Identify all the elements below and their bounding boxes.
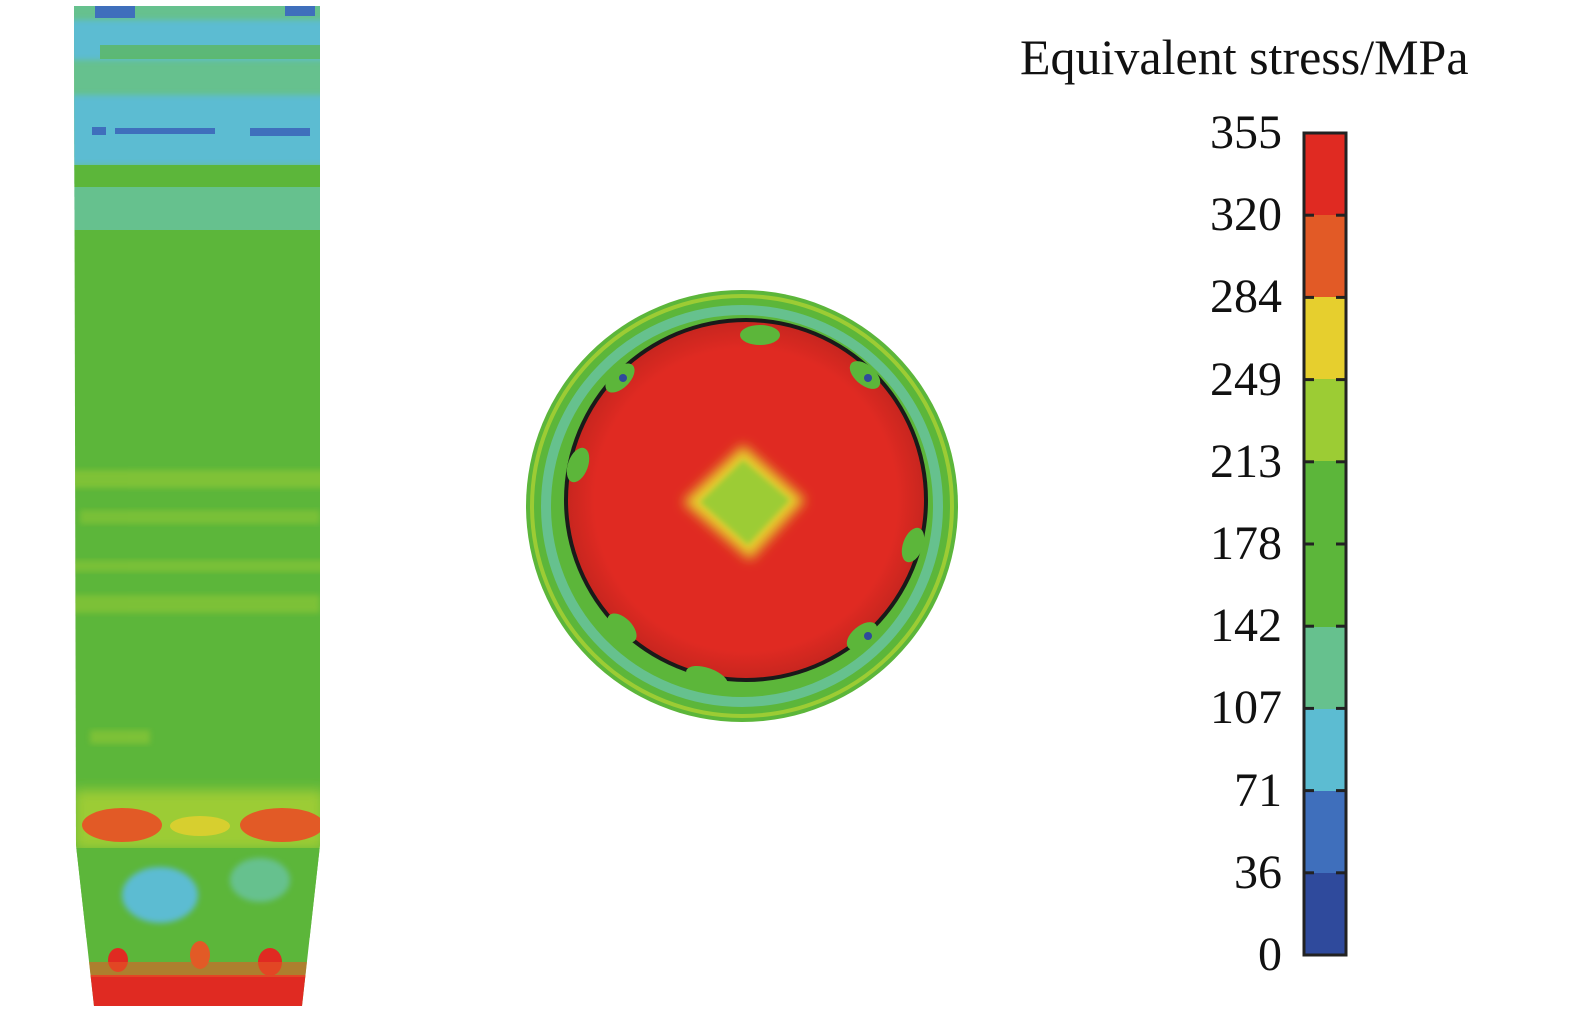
- tick-label: 107: [1210, 681, 1282, 735]
- tick-label: 320: [1210, 188, 1282, 242]
- tick-label: 249: [1210, 352, 1282, 406]
- tick-label: 71: [1234, 763, 1282, 817]
- tick-label: 284: [1210, 270, 1282, 324]
- top-view-disk: [526, 290, 958, 722]
- column-side-view: [74, 6, 320, 1006]
- legend-title: Equivalent stress/MPa: [1020, 29, 1469, 85]
- tick-label: 36: [1234, 845, 1282, 899]
- tick-label: 178: [1210, 517, 1282, 570]
- color-bar-tick-marks: [1304, 131, 1346, 957]
- tick-label: 142: [1210, 599, 1282, 653]
- tick-label: 355: [1210, 106, 1282, 159]
- tick-label: 213: [1210, 434, 1282, 488]
- color-bar: [1302, 131, 1348, 957]
- tick-label: 0: [1258, 928, 1282, 981]
- contact-patches: [566, 325, 925, 691]
